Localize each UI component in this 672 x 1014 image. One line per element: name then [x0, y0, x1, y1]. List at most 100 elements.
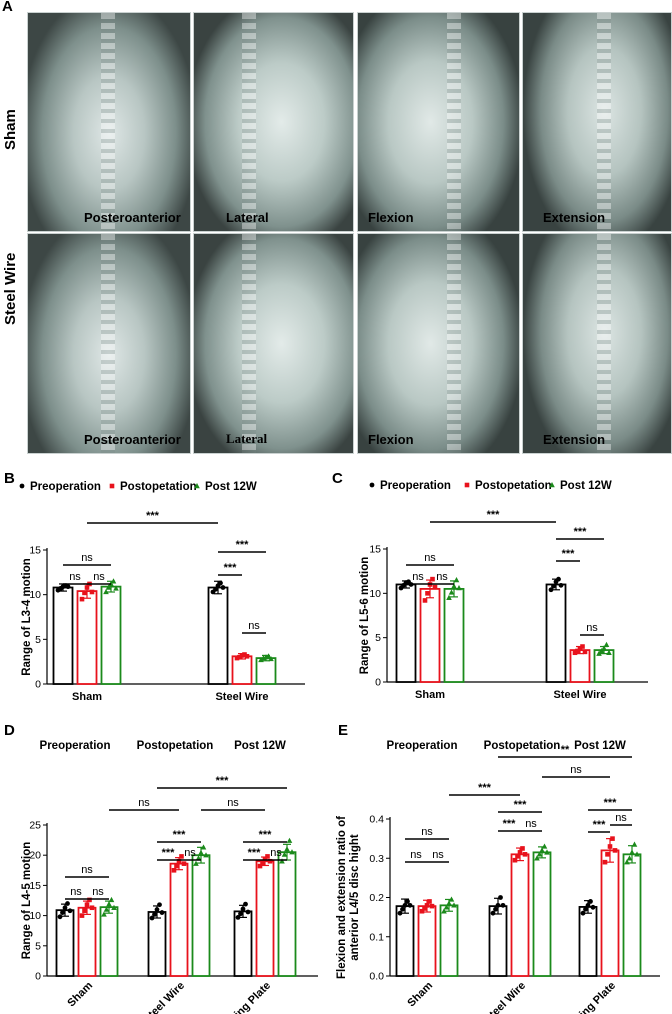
data-point	[453, 577, 460, 583]
data-point	[235, 915, 241, 920]
data-point	[65, 584, 71, 590]
legend-marker-2	[109, 483, 115, 489]
xray-view-label: Lateral	[226, 431, 268, 446]
xray-steel-wire-extension: Extension	[522, 233, 672, 454]
data-point	[580, 910, 586, 916]
x-category-label-2: Steel Wire	[141, 980, 187, 1014]
data-point	[577, 646, 583, 651]
data-point	[242, 652, 247, 657]
y-tick-label-2: 10	[29, 589, 41, 601]
data-point	[446, 900, 452, 906]
legend-label-2: Postopetation	[120, 481, 197, 493]
bar-steel-wire-1	[147, 911, 167, 977]
legend-label-1: Preoperation	[380, 480, 451, 492]
significance-label-2: ns	[93, 571, 105, 583]
significance-label-9: ns	[615, 812, 627, 824]
data-point	[84, 585, 90, 590]
x-category-label-1: Sham	[65, 979, 95, 1009]
significance-label-7: ns	[586, 622, 598, 634]
bar-steel-wire-1	[488, 905, 508, 977]
data-point	[402, 902, 408, 908]
bar-sham-3	[439, 904, 459, 977]
bar-sham-1	[395, 905, 415, 977]
bar-sham-2	[417, 905, 437, 977]
data-point	[631, 841, 638, 847]
data-point	[443, 904, 450, 910]
data-point	[243, 901, 248, 907]
xray-spine-shadow	[597, 13, 611, 231]
data-point	[258, 656, 264, 663]
y-tick-label-3: 15	[369, 544, 381, 556]
bar-sham-2	[76, 590, 98, 685]
xray-view-label: Posteroanterior	[84, 432, 181, 447]
y-axis-label: Range of L3-4 motion	[21, 558, 33, 676]
data-point	[602, 859, 608, 865]
xray-steel-wire-lateral: Lateral	[193, 233, 354, 454]
xray-view-label: Lateral	[226, 210, 269, 225]
panel-letter-b: B	[4, 470, 15, 487]
data-point	[429, 903, 435, 909]
y-tick-label-1: 5	[375, 632, 381, 644]
significance-label-8: ***	[604, 797, 618, 809]
data-point	[101, 911, 107, 917]
y-tick-label-3: 0.3	[369, 853, 384, 865]
bar-steel-wire-3	[532, 851, 552, 977]
x-category-label-2: Steel Wire	[215, 691, 268, 703]
data-point	[57, 914, 63, 920]
legend-label-3: Post 12W	[234, 740, 286, 752]
data-point	[89, 905, 95, 911]
data-point	[548, 587, 554, 593]
bar-sham-3	[100, 585, 122, 685]
significance-label-1: ns	[412, 571, 424, 583]
data-point	[84, 902, 90, 908]
legend-label-3: Post 12W	[205, 481, 257, 493]
significance-label-1: ns	[70, 886, 82, 898]
bar-steel-wire-2	[231, 655, 253, 685]
xray-sham-lateral: Lateral	[193, 12, 354, 232]
data-point	[607, 844, 613, 849]
row-label-sham: Sham	[2, 109, 19, 150]
data-point	[606, 649, 612, 655]
data-point	[534, 855, 540, 861]
legend-label-1: Preoperation	[387, 740, 458, 752]
xray-spine-shadow	[597, 234, 611, 453]
significance-label-3: ns	[81, 552, 93, 564]
data-point	[422, 906, 427, 911]
data-point	[67, 908, 73, 914]
data-point	[193, 860, 199, 866]
data-point	[240, 906, 246, 912]
significance-label-6: ns	[525, 818, 537, 830]
data-point	[157, 902, 162, 908]
data-point	[400, 906, 405, 912]
data-point	[490, 910, 496, 916]
data-point	[629, 849, 635, 855]
significance-label-6: ***	[236, 539, 250, 551]
data-point	[610, 836, 615, 841]
xray-view-label: Flexion	[368, 210, 414, 225]
panel-letter-a: A	[2, 0, 13, 15]
significance-label-5: ***	[514, 799, 528, 811]
significance-label-10: ***	[478, 782, 492, 794]
y-axis-label: Range of L5-6 motion	[359, 557, 371, 675]
significance-label-5: ***	[173, 829, 187, 841]
data-point	[551, 583, 556, 589]
data-point	[154, 907, 160, 912]
significance-label-1: ns	[69, 571, 81, 583]
chart-e-disc-height-ratio: Preoperation Postopetation Post 12W 0.0 0.1 0…	[336, 740, 660, 1014]
data-point	[430, 576, 435, 582]
significance-label-4: ***	[146, 510, 160, 522]
y-tick-label-0: 0	[375, 677, 381, 689]
significance-label-5: ***	[224, 562, 238, 574]
significance-label-3: ns	[424, 552, 436, 564]
y-axis-label-line-1: Flexion and extension ratio of	[336, 816, 348, 979]
legend-label-2: Postopetation	[475, 480, 552, 492]
bar-sham-3	[99, 906, 119, 977]
y-tick-label-3: 15	[29, 880, 41, 892]
data-point	[195, 855, 202, 861]
data-point	[105, 584, 112, 590]
y-tick-label-0: 0.0	[369, 971, 384, 983]
data-point	[424, 903, 430, 908]
legend-label-2: Postopetation	[137, 740, 214, 752]
data-point	[176, 858, 182, 864]
data-point	[451, 583, 457, 589]
